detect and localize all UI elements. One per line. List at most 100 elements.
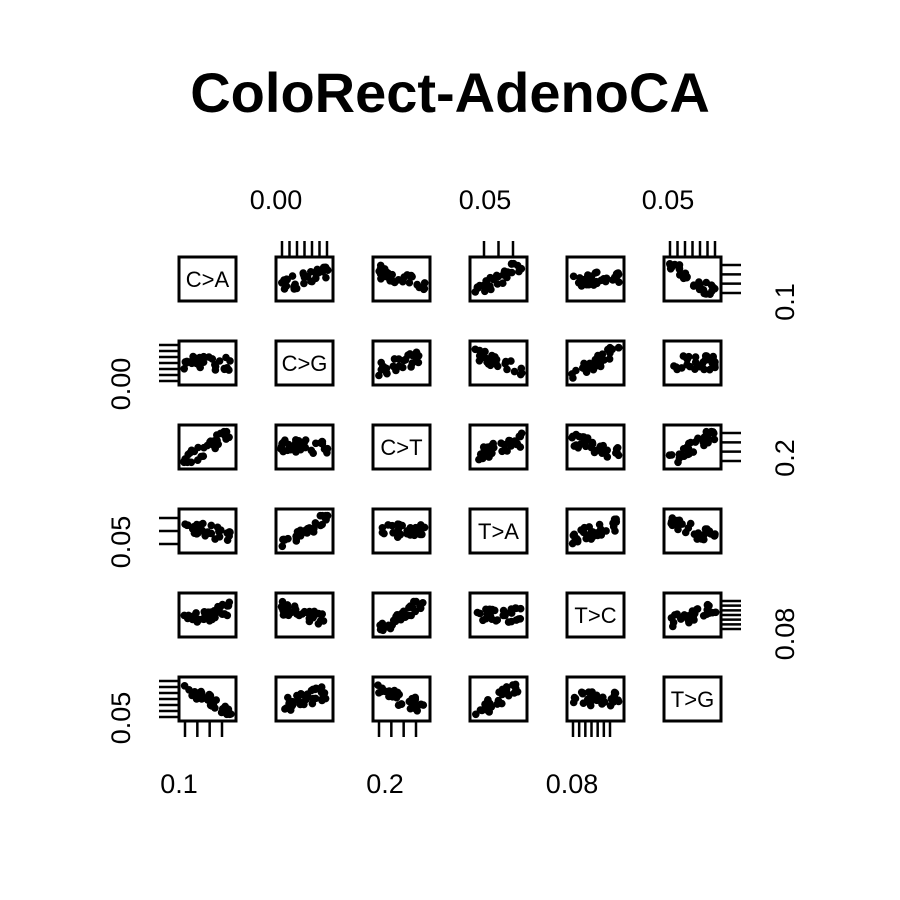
data-point <box>225 433 233 442</box>
data-point <box>498 685 507 694</box>
data-point <box>221 702 229 711</box>
data-point <box>406 350 414 358</box>
scatter-panel-r2-c5 <box>662 423 723 471</box>
data-point <box>204 529 212 538</box>
bottom-tick-label-1: 0.1 <box>160 769 198 799</box>
data-point <box>283 609 291 617</box>
data-point <box>290 602 299 610</box>
data-point <box>308 525 316 533</box>
right-tick-label-2: 0.2 <box>770 439 800 477</box>
data-point <box>393 533 402 541</box>
left-tick-label-2: 0.05 <box>106 516 136 569</box>
data-point <box>375 267 384 276</box>
data-point <box>393 688 402 697</box>
data-point <box>709 283 717 291</box>
bottom-tick-label-3: 0.08 <box>546 769 599 799</box>
data-point <box>492 617 500 625</box>
data-point <box>278 604 287 613</box>
data-point <box>389 616 398 625</box>
scatter-panel-r0-c1 <box>274 255 335 303</box>
variable-label: C>A <box>186 267 230 292</box>
data-point <box>705 602 713 610</box>
data-point <box>608 345 617 354</box>
data-point <box>702 278 711 287</box>
data-point <box>512 616 521 624</box>
data-point <box>488 605 497 614</box>
data-point <box>200 608 209 616</box>
data-point <box>479 616 487 625</box>
data-point <box>689 612 698 621</box>
scatter-panel-r3-c2 <box>371 507 432 555</box>
data-point <box>666 260 674 269</box>
data-point <box>384 269 393 278</box>
data-point <box>193 618 201 626</box>
scatter-panel-r0-c2 <box>371 255 432 303</box>
scatter-panel-r4-c0 <box>177 591 238 639</box>
data-point <box>180 365 188 373</box>
data-point <box>478 706 486 715</box>
data-point <box>278 597 287 606</box>
data-point <box>180 457 188 465</box>
data-point <box>317 688 326 697</box>
scatter-panel-r1-c5 <box>662 339 723 387</box>
scatter-panel-r2-c4 <box>565 423 626 471</box>
scatter-panel-r5-c0 <box>177 675 238 723</box>
left-tick-label-3: 0.05 <box>106 692 136 745</box>
variable-label: T>C <box>574 603 616 628</box>
diagonal-panel-CtoA: C>A <box>177 255 238 303</box>
variable-label: C>G <box>282 351 328 376</box>
panel-frame <box>371 255 432 303</box>
data-point <box>414 358 423 367</box>
data-point <box>213 436 221 445</box>
data-point <box>303 272 312 281</box>
data-point <box>700 441 708 450</box>
data-point <box>376 621 384 630</box>
scatter-panel-r4-c1 <box>274 591 335 639</box>
panel-frame <box>177 591 238 639</box>
data-point <box>580 359 588 368</box>
data-point <box>392 366 400 375</box>
data-point <box>189 612 198 620</box>
scatter-panel-r1-c3 <box>468 339 529 387</box>
data-point <box>399 363 407 372</box>
panel-frame <box>371 591 432 639</box>
diagonal-panel-CtoT: C>T <box>371 423 432 471</box>
data-point <box>217 526 225 534</box>
data-point <box>282 704 291 712</box>
data-point <box>394 701 403 709</box>
scatter-panel-r2-c0 <box>177 423 238 471</box>
data-point <box>709 428 717 436</box>
data-point <box>593 695 601 703</box>
data-point <box>295 611 304 620</box>
data-point <box>471 345 480 354</box>
data-point <box>476 609 484 618</box>
data-point <box>220 610 229 618</box>
data-point <box>318 610 327 618</box>
variable-label: T>G <box>671 687 714 712</box>
data-point <box>309 449 318 458</box>
data-point <box>510 367 519 376</box>
data-point <box>380 529 388 538</box>
data-point <box>602 274 611 283</box>
data-point <box>297 441 305 450</box>
data-point <box>395 355 403 363</box>
data-point <box>300 279 308 288</box>
data-point <box>180 682 189 690</box>
diagonal-panel-TtoG: T>G <box>662 675 723 723</box>
data-point <box>182 359 190 367</box>
data-point <box>673 610 681 618</box>
data-point <box>294 696 302 704</box>
data-point <box>588 438 597 447</box>
data-point <box>208 355 217 363</box>
data-point <box>201 694 210 702</box>
data-point <box>680 274 688 282</box>
data-point <box>211 366 220 374</box>
data-point <box>576 274 584 282</box>
data-point <box>223 364 231 372</box>
data-point <box>312 270 321 278</box>
panel-frame <box>274 675 335 723</box>
scatter-panel-r1-c0 <box>177 339 238 387</box>
data-point <box>570 530 578 539</box>
data-point <box>305 614 314 623</box>
top-tick-label-1: 0.00 <box>250 185 303 215</box>
